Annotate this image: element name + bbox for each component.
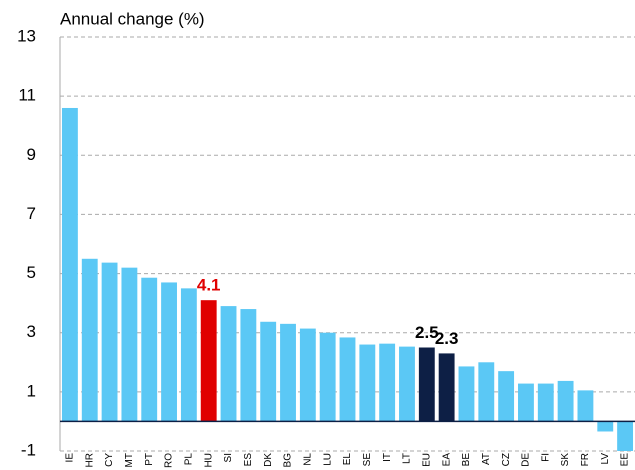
bar <box>121 267 138 422</box>
y-tick-label: -1 <box>21 440 36 459</box>
x-tick-label: FI <box>540 453 551 462</box>
bar <box>498 371 515 422</box>
bar <box>418 347 435 422</box>
x-tick-label: DK <box>263 453 274 467</box>
x-tick-label: LV <box>600 453 611 465</box>
y-axis-label: Annual change (%) <box>60 9 205 28</box>
x-tick-label: CZ <box>501 453 512 466</box>
x-tick-label: MT <box>124 453 135 467</box>
x-tick-label: AT <box>481 453 492 465</box>
value-label: 4.1 <box>197 276 221 295</box>
x-tick-label: HU <box>203 453 214 467</box>
y-tick-label: 13 <box>17 26 36 45</box>
bar <box>379 343 396 422</box>
x-tick-label: IT <box>382 453 393 462</box>
bar <box>299 328 316 422</box>
x-tick-label: IE <box>65 453 76 463</box>
bar <box>141 277 158 422</box>
bar <box>438 353 455 422</box>
bar <box>81 258 98 422</box>
y-tick-label: 7 <box>27 204 36 223</box>
bar <box>518 383 534 422</box>
x-tick-label: ES <box>243 453 254 467</box>
x-tick-label: EE <box>620 453 631 467</box>
bar <box>61 107 78 422</box>
bar <box>260 321 277 422</box>
bar <box>458 366 475 422</box>
y-tick-label: 9 <box>27 145 36 164</box>
x-tick-label: LT <box>402 453 413 464</box>
x-tick-label: SK <box>560 453 571 467</box>
x-tick-label: LU <box>322 453 333 466</box>
x-tick-label: NL <box>302 453 313 466</box>
bar <box>220 306 237 422</box>
y-tick-label: 11 <box>18 86 36 105</box>
x-tick-label: SE <box>362 453 373 467</box>
x-tick-label: EU <box>421 453 432 467</box>
bar <box>537 383 554 422</box>
x-tick-label: BG <box>283 453 294 468</box>
bar <box>597 421 614 432</box>
x-tick-label: BE <box>461 453 472 467</box>
bar <box>200 300 217 422</box>
bar <box>359 344 376 422</box>
x-tick-label: SI <box>223 453 234 462</box>
x-tick-label: FR <box>580 453 591 466</box>
value-label: 2.3 <box>435 329 459 348</box>
bar <box>577 390 594 422</box>
bar <box>280 323 296 422</box>
x-tick-label: PT <box>144 453 155 466</box>
bar <box>478 362 495 422</box>
value-label: 2.5 <box>415 323 439 342</box>
bar <box>557 380 574 422</box>
bar <box>101 262 118 422</box>
x-tick-label: DE <box>521 453 532 467</box>
bar <box>339 337 356 422</box>
x-tick-label: HR <box>84 453 95 467</box>
x-tick-label: CY <box>104 453 115 467</box>
bar <box>617 421 634 451</box>
x-tick-label: EL <box>342 453 353 466</box>
y-tick-label: 1 <box>27 381 36 400</box>
x-tick-label: PL <box>184 453 195 466</box>
x-tick-label: RO <box>164 453 175 468</box>
bar <box>319 332 336 422</box>
bar <box>161 282 177 422</box>
y-tick-label: 5 <box>27 263 36 282</box>
bar <box>240 309 257 422</box>
x-tick-label: EA <box>441 453 452 467</box>
bar <box>180 288 197 422</box>
y-tick-label: 3 <box>27 322 36 341</box>
bar <box>399 346 415 422</box>
